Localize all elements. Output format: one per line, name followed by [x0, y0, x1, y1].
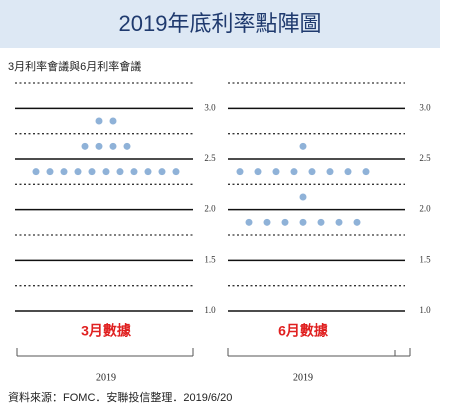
panel-label: 3月數據 [81, 323, 132, 339]
y-tick-label: 1.5 [204, 254, 216, 264]
dot [172, 168, 180, 176]
y-tick-label: 2.0 [204, 204, 216, 214]
dot [46, 168, 54, 176]
dot [335, 218, 343, 226]
x-tick-label: 2019 [293, 372, 313, 383]
panel-label: 6月數據 [278, 323, 329, 339]
dot [88, 168, 96, 176]
y-tick-label: 2.5 [204, 153, 216, 163]
dot [144, 168, 152, 176]
dot [236, 168, 244, 176]
dot [353, 218, 361, 226]
dot [290, 168, 298, 176]
y-tick-label: 2.0 [419, 204, 431, 214]
dot [158, 168, 166, 176]
source: 資料來源：FOMC．安聯投信整理．2019/6/20 [8, 390, 232, 404]
y-tick-label: 1.0 [419, 305, 431, 315]
dot [344, 168, 352, 176]
dot [130, 168, 138, 176]
dot [123, 142, 131, 150]
dot [109, 117, 117, 125]
dot [74, 168, 82, 176]
x-tick-label: 2019 [96, 372, 116, 383]
dot [102, 168, 110, 176]
chart-title: 2019年底利率點陣圖 [119, 11, 322, 36]
y-tick-label: 1.0 [204, 305, 216, 315]
y-tick-label: 3.0 [419, 102, 431, 112]
y-tick-label: 3.0 [204, 102, 216, 112]
dot [32, 168, 40, 176]
title-banner [0, 0, 440, 48]
dot [245, 218, 253, 226]
dot [317, 218, 325, 226]
dot [95, 117, 103, 125]
dot [326, 168, 334, 176]
dot [281, 218, 289, 226]
dot [308, 168, 316, 176]
dot [95, 142, 103, 150]
dot [116, 168, 124, 176]
dot [299, 142, 307, 150]
dot [60, 168, 68, 176]
dot [299, 218, 307, 226]
subtitle: 3月利率會議與6月利率會議 [8, 59, 141, 73]
y-tick-label: 2.5 [419, 153, 431, 163]
dot [362, 168, 370, 176]
y-tick-label: 1.5 [419, 254, 431, 264]
dot [272, 168, 280, 176]
dot [109, 142, 117, 150]
dot [81, 142, 89, 150]
dot [254, 168, 262, 176]
dot [263, 218, 271, 226]
dot [299, 193, 307, 201]
